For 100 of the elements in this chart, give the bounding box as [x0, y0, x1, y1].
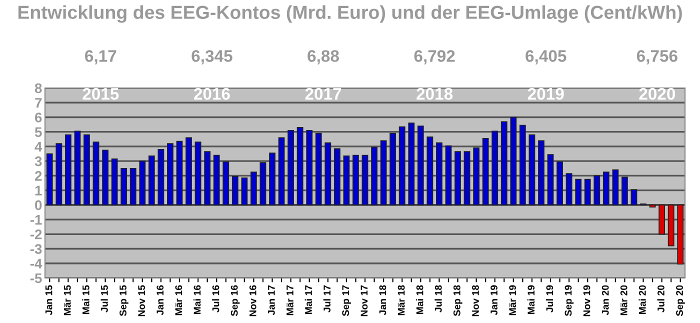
text: 6,792: [414, 50, 455, 64]
x-tick-label: Mai 17: [304, 285, 312, 314]
y-tick-label: 3: [34, 156, 42, 166]
annotation: 2015: [82, 88, 119, 100]
bar: [473, 148, 480, 206]
x-tick-label: Jul 17: [323, 285, 331, 312]
bar: [658, 204, 666, 235]
bar: [492, 130, 498, 206]
y-tick-label: 6: [35, 112, 42, 122]
bar: [510, 116, 517, 206]
bar: [519, 124, 526, 206]
bar: [528, 134, 536, 206]
y-tick-label: 4: [34, 142, 42, 152]
annotation: 2019: [528, 88, 564, 100]
bar: [334, 148, 340, 206]
bar: [176, 140, 183, 206]
y-tick-label: 0: [35, 200, 42, 210]
x-tick-label: Jul 18: [434, 285, 442, 312]
bar: [380, 140, 387, 206]
bar: [371, 146, 378, 206]
bar: [74, 130, 81, 206]
y-tick-label: -5: [30, 273, 42, 284]
bar: [464, 151, 470, 206]
bar: [222, 161, 230, 206]
bar: [213, 154, 220, 206]
text: 6,756: [636, 50, 678, 64]
bar: [426, 136, 434, 206]
bar: [130, 168, 136, 206]
bar: [677, 204, 684, 265]
bar: [445, 145, 452, 206]
text: 6,17: [85, 50, 116, 64]
x-tick-label: Mär 15: [64, 285, 71, 316]
bar: [269, 152, 276, 206]
x-tick-label: Nov 16: [249, 285, 256, 316]
bar: [296, 127, 304, 206]
annotation: 2016: [194, 88, 230, 100]
x-tick-label: Jan 19: [490, 285, 498, 316]
bar: [148, 156, 155, 206]
bar: [158, 148, 164, 206]
x-tick-label: Mär 17: [286, 285, 294, 316]
bar: [649, 204, 656, 208]
x-tick-label: Sep 17: [342, 285, 351, 316]
bar: [232, 176, 238, 206]
bar: [102, 150, 108, 206]
bar: [288, 130, 294, 206]
x-tick-label: Sep 19: [564, 285, 574, 316]
bar: [204, 151, 211, 206]
bar: [241, 177, 248, 206]
bar: [56, 143, 62, 206]
bar: [111, 158, 118, 206]
bar: [622, 176, 628, 206]
x-tick-label: Mai 16: [194, 285, 201, 314]
y-tick-label: -1: [30, 215, 42, 225]
bar: [260, 162, 266, 206]
y-tick-label: 2: [34, 171, 42, 181]
x-tick-label: Jan 20: [602, 285, 609, 316]
bar: [315, 132, 322, 206]
y-tick-label: 1: [35, 186, 42, 196]
text: 6,345: [192, 50, 232, 64]
x-tick-label: Nov 17: [360, 285, 368, 316]
y-tick-label: -4: [30, 258, 42, 268]
y-tick-label: 8: [34, 83, 42, 94]
x-tick-label: Jul 19: [546, 285, 554, 312]
bar: [186, 137, 192, 206]
x-tick-label: Sep 16: [230, 285, 240, 316]
x-tick-label: Jul 15: [100, 285, 108, 312]
x-tick-label: Nov 15: [138, 285, 145, 316]
bar: [612, 169, 619, 206]
bar: [556, 161, 563, 206]
x-tick-label: Jan 17: [268, 285, 275, 316]
bar: [352, 154, 359, 206]
bar: [250, 172, 257, 206]
chart-title: Entwicklung des EEG-Kontos (Mrd. Euro) und der EEG-Umlage (Cent/kWh): [18, 5, 682, 23]
annotation: 2020: [639, 88, 676, 100]
bar: [584, 178, 591, 206]
x-tick-label: Mär 19: [509, 285, 516, 316]
bar: [668, 204, 674, 246]
bar: [538, 140, 544, 206]
bar: [84, 134, 90, 206]
x-tick-label: Mai 15: [82, 285, 90, 314]
x-tick-label: Jan 18: [379, 285, 386, 316]
annotation: 2017: [305, 88, 342, 100]
bar: [575, 178, 582, 206]
bar: [630, 189, 638, 206]
bar: [324, 142, 332, 206]
x-tick-label: Mai 20: [638, 285, 646, 314]
x-tick-label: Sep 15: [120, 285, 128, 316]
x-tick-label: Mär 20: [620, 285, 628, 316]
text: 6,405: [526, 50, 566, 64]
bar: [602, 172, 610, 206]
bar: [306, 130, 313, 206]
x-tick-label: Nov 18: [472, 285, 479, 316]
bar: [343, 156, 350, 206]
x-tick-label: Jan 16: [156, 285, 164, 316]
bar: [64, 134, 72, 206]
bar: [398, 126, 406, 206]
bar: [167, 143, 174, 206]
x-tick-label: Jul 20: [657, 285, 664, 312]
x-tick-label: Mär 16: [175, 285, 182, 316]
bar: [408, 122, 415, 206]
